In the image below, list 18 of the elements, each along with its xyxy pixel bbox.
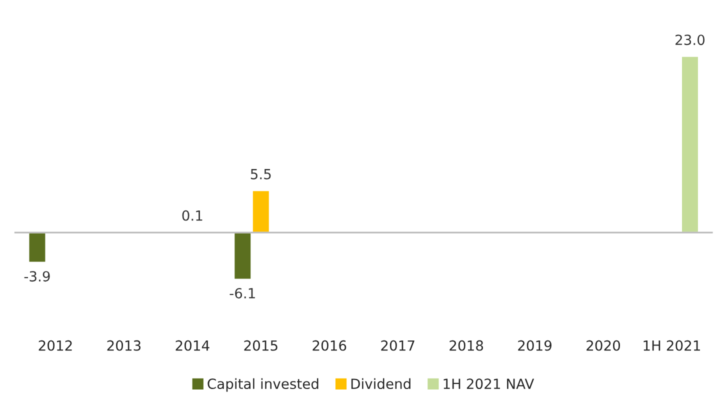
- x-tick-label: 2019: [518, 340, 552, 351]
- data-label: 23.0: [676, 34, 705, 46]
- x-tick-label: 2014: [176, 340, 210, 351]
- data-label: 0.1: [182, 210, 202, 221]
- data-label: -6.1: [230, 288, 255, 298]
- legend-label: 1H 2021 NAV: [444, 378, 534, 390]
- x-tick-label: 2012: [38, 340, 72, 351]
- legend-label: Dividend: [351, 378, 410, 390]
- legend-label: Capital invested: [208, 378, 318, 392]
- x-tick-label: 2018: [450, 340, 484, 351]
- x-tick-label: 2017: [381, 340, 414, 351]
- data-label: 5.5: [250, 169, 271, 180]
- x-tick-label: 2015: [244, 340, 278, 351]
- x-tick-label: 2016: [312, 340, 346, 351]
- x-tick-label: 2020: [586, 340, 620, 351]
- data-label: -3.9: [24, 271, 50, 282]
- x-tick-label: 2013: [107, 340, 141, 351]
- x-tick-label: 1H 2021: [644, 340, 700, 351]
